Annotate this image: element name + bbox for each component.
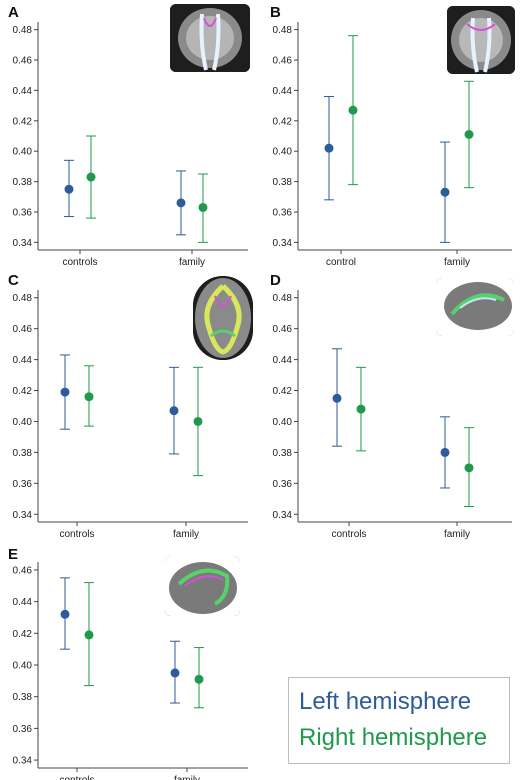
data-point-left-c xyxy=(169,406,179,416)
legend-left-hemisphere: Left hemisphere xyxy=(299,688,472,715)
x-tick-label-a: family xyxy=(179,257,205,268)
data-point-left-d xyxy=(332,393,342,403)
chart-c-svg: 0.34 0.36 0.38 0.40 0.42 0.44 0.46 0.48 controls… xyxy=(13,290,248,540)
y-tick-label-b: 0.46 xyxy=(273,56,293,67)
x-tick-label-e: family xyxy=(174,775,200,780)
y-tick-label-c: 0.42 xyxy=(13,386,33,397)
x-tick-label-c: controls xyxy=(59,529,94,540)
y-tick-label-e: 0.36 xyxy=(13,724,33,735)
panel-c-label: C xyxy=(8,272,19,289)
data-point-left-e xyxy=(170,668,180,678)
brain-thumbnail-d xyxy=(436,278,514,336)
y-tick-label-e: 0.42 xyxy=(13,629,33,640)
y-tick-label-a: 0.44 xyxy=(13,86,33,97)
data-point-left-b xyxy=(324,143,334,153)
y-tick-label-c: 0.40 xyxy=(13,417,33,428)
y-tick-label-e: 0.40 xyxy=(13,661,33,672)
y-tick-label-d: 0.40 xyxy=(273,417,293,428)
brain-image-c xyxy=(193,276,253,360)
data-point-left-a xyxy=(64,184,74,194)
y-tick-label-a: 0.48 xyxy=(13,25,33,36)
y-tick-label-a: 0.36 xyxy=(13,208,33,219)
y-tick-label-b: 0.36 xyxy=(273,208,293,219)
y-tick-label-c: 0.48 xyxy=(13,293,33,304)
y-tick-label-e: 0.46 xyxy=(13,565,33,576)
x-tick-label-a: controls xyxy=(62,257,97,268)
data-point-right-e xyxy=(194,674,204,684)
y-tick-label-a: 0.40 xyxy=(13,147,33,158)
y-tick-label-b: 0.38 xyxy=(273,177,293,188)
brain-thumbnail-c xyxy=(193,276,253,360)
data-point-left-d xyxy=(440,447,450,457)
y-tick-label-e: 0.44 xyxy=(13,597,33,608)
data-point-right-c xyxy=(193,416,203,426)
y-tick-label-d: 0.44 xyxy=(273,355,293,366)
y-tick-label-a: 0.38 xyxy=(13,177,33,188)
chart-d-svg: 0.34 0.36 0.38 0.40 0.42 0.44 0.46 0.48 controls… xyxy=(273,290,512,540)
x-tick-label-c: family xyxy=(173,529,199,540)
legend-right-hemisphere: Right hemisphere xyxy=(299,724,488,751)
data-point-right-e xyxy=(84,630,94,640)
panel-a-label: A xyxy=(8,4,19,21)
y-tick-label-b: 0.40 xyxy=(273,147,293,158)
x-tick-label-d: family xyxy=(444,529,470,540)
data-point-right-a xyxy=(86,172,96,182)
brain-thumbnail-b xyxy=(447,6,515,74)
data-point-left-a xyxy=(176,198,186,208)
data-point-right-b xyxy=(348,105,358,115)
chart-panel-b: 0.34 0.36 0.38 0.40 0.42 0.44 0.46 0.48 control f… xyxy=(260,0,520,268)
y-tick-label-d: 0.48 xyxy=(273,293,293,304)
y-tick-label-c: 0.44 xyxy=(13,355,33,366)
y-tick-label-c: 0.46 xyxy=(13,324,33,335)
chart-panel-e: 0.34 0.36 0.38 0.40 0.42 0.44 0.46 controls fami… xyxy=(0,540,255,780)
panel-d-label: D xyxy=(270,272,281,289)
legend-box: Left hemisphere Right hemisphere xyxy=(288,677,510,764)
chart-panel-d: 0.34 0.36 0.38 0.40 0.42 0.44 0.46 0.48 controls… xyxy=(260,268,520,540)
brain-image-b xyxy=(447,6,515,74)
y-tick-label-b: 0.34 xyxy=(273,238,293,249)
data-point-right-c xyxy=(84,392,94,402)
chart-panel-c: 0.34 0.36 0.38 0.40 0.42 0.44 0.46 0.48 controls… xyxy=(0,268,255,540)
y-tick-label-c: 0.38 xyxy=(13,448,33,459)
y-tick-label-b: 0.42 xyxy=(273,116,293,127)
y-tick-label-a: 0.42 xyxy=(13,116,33,127)
brain-thumbnail-e xyxy=(165,556,240,616)
y-tick-label-a: 0.34 xyxy=(13,238,33,249)
y-tick-label-c: 0.36 xyxy=(13,479,33,490)
y-tick-label-a: 0.46 xyxy=(13,56,33,67)
brain-image-e xyxy=(165,556,240,616)
chart-panel-a: 0.34 0.36 0.38 0.40 0.42 0.44 0.46 0.48 controls… xyxy=(0,0,255,268)
y-tick-label-b: 0.44 xyxy=(273,86,293,97)
y-tick-label-e: 0.34 xyxy=(13,756,33,767)
y-tick-label-d: 0.34 xyxy=(273,510,293,521)
x-tick-label-e: controls xyxy=(59,775,94,780)
data-point-left-b xyxy=(440,187,450,197)
chart-b-svg: 0.34 0.36 0.38 0.40 0.42 0.44 0.46 0.48 control f… xyxy=(273,22,512,268)
panel-e-label: E xyxy=(8,546,19,563)
data-point-right-d xyxy=(464,463,474,473)
brain-image-a xyxy=(170,4,250,72)
x-tick-label-d: controls xyxy=(331,529,366,540)
x-tick-label-b: control xyxy=(326,257,356,268)
brain-image-d xyxy=(436,278,514,336)
y-tick-label-d: 0.46 xyxy=(273,324,293,335)
y-tick-label-e: 0.38 xyxy=(13,692,33,703)
brain-thumbnail-a xyxy=(170,4,250,72)
data-point-right-d xyxy=(356,404,366,414)
y-tick-label-b: 0.48 xyxy=(273,25,293,36)
y-tick-label-c: 0.34 xyxy=(13,510,33,521)
y-tick-label-d: 0.38 xyxy=(273,448,293,459)
data-point-right-a xyxy=(198,202,208,212)
data-point-right-b xyxy=(464,129,474,139)
y-tick-label-d: 0.36 xyxy=(273,479,293,490)
data-point-left-c xyxy=(60,387,70,397)
chart-a-svg: 0.34 0.36 0.38 0.40 0.42 0.44 0.46 0.48 controls… xyxy=(13,22,248,268)
chart-e-svg: 0.34 0.36 0.38 0.40 0.42 0.44 0.46 controls fami… xyxy=(13,562,248,780)
y-tick-label-d: 0.42 xyxy=(273,386,293,397)
panel-b-label: B xyxy=(270,4,281,21)
x-tick-label-b: family xyxy=(444,257,470,268)
data-point-left-e xyxy=(60,609,70,619)
